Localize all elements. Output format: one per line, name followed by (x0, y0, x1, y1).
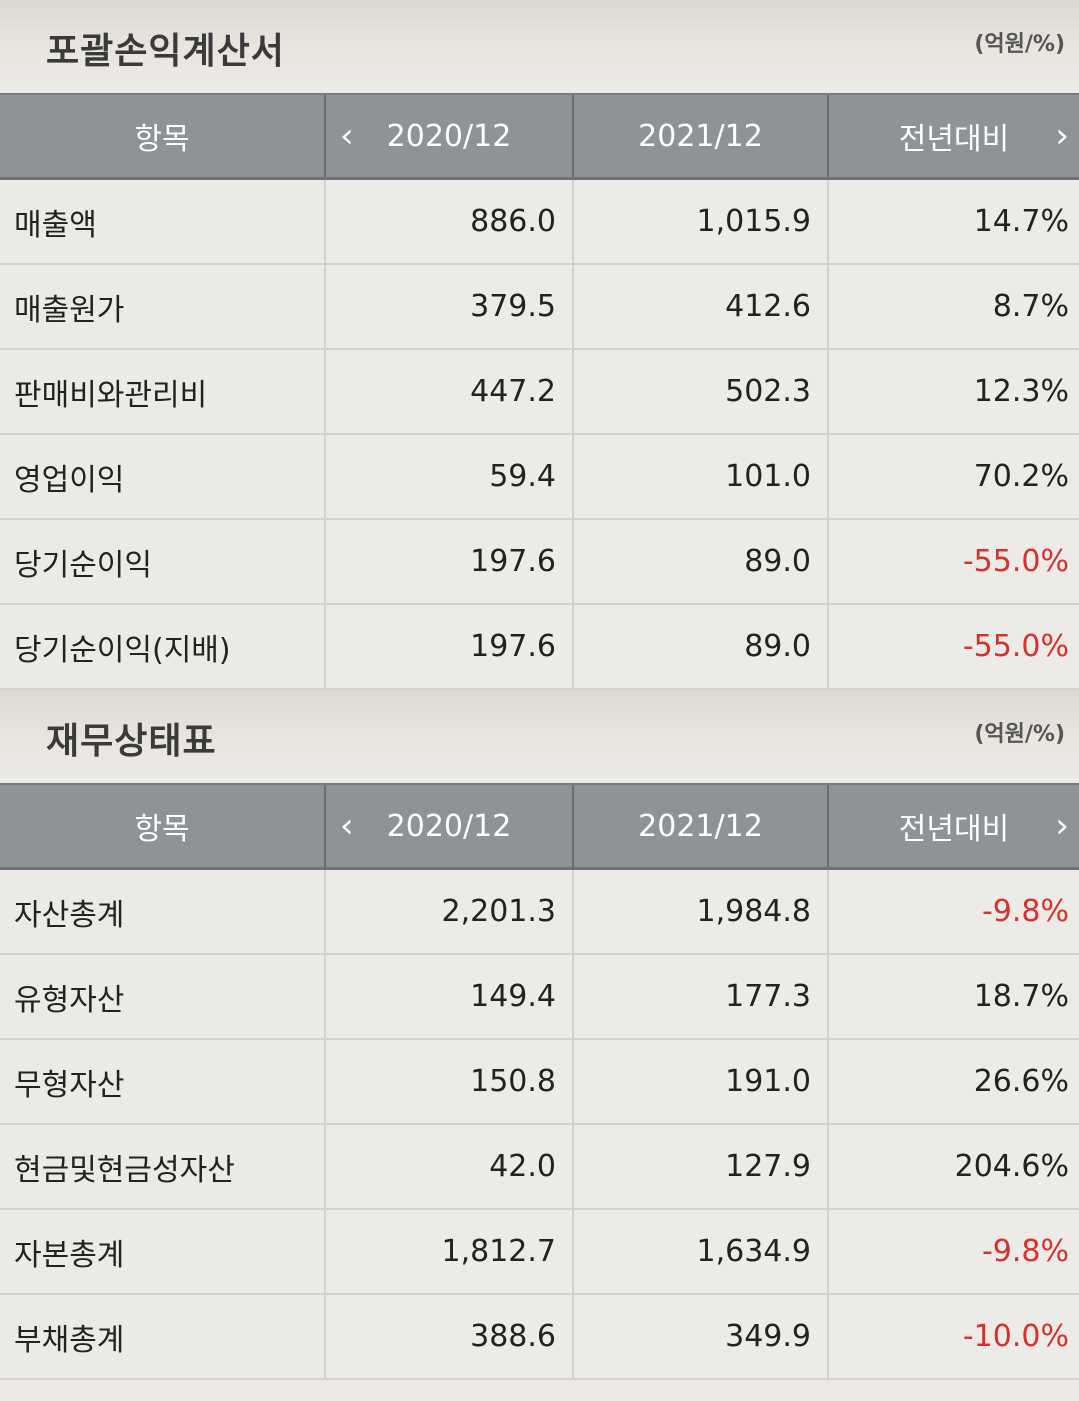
income-statement-body: 매출액 886.0 1,015.9 14.7% 매출원가 379.5 412.6 8.7% 판매… (0, 178, 1079, 690)
value-2021: 177.3 (572, 954, 828, 1040)
value-yoy: -55.0% (827, 604, 1079, 690)
row-label: 매출원가 (0, 264, 325, 350)
table-row: 당기순이익 197.6 89.0 -55.0% (0, 519, 1079, 605)
row-label: 부채총계 (0, 1294, 325, 1380)
header-2020: ‹ 2020/12 (324, 783, 573, 870)
header-2020-label: 2020/12 (386, 808, 512, 844)
value-yoy: 12.3% (827, 349, 1079, 435)
value-2021: 502.3 (572, 349, 828, 435)
table-row: 무형자산 150.8 191.0 26.6% (0, 1039, 1079, 1125)
value-2021: 349.9 (572, 1294, 828, 1380)
value-2021: 412.6 (572, 264, 828, 350)
value-yoy: -55.0% (827, 519, 1079, 605)
header-yoy-label: 전년대비 (898, 812, 1010, 847)
table-row: 판매비와관리비 447.2 502.3 12.3% (0, 349, 1079, 435)
chevron-left-icon[interactable]: ‹ (340, 806, 354, 846)
header-item: 항목 (0, 93, 325, 180)
balance-sheet-section: 재무상태표 (억원/%) 항목 ‹ 2020/12 2021/12 전년대비 ›… (0, 690, 1079, 1380)
table-row: 영업이익 59.4 101.0 70.2% (0, 434, 1079, 520)
value-2020: 886.0 (324, 178, 573, 265)
value-2021: 89.0 (572, 604, 828, 690)
value-yoy: 70.2% (827, 434, 1079, 520)
header-item: 항목 (0, 783, 325, 870)
value-2020: 1,812.7 (324, 1209, 573, 1295)
value-2020: 197.6 (324, 519, 573, 605)
header-2021: 2021/12 (572, 93, 828, 180)
value-yoy: 18.7% (827, 954, 1079, 1040)
value-2020: 447.2 (324, 349, 573, 435)
row-label: 유형자산 (0, 954, 325, 1040)
value-yoy: 26.6% (827, 1039, 1079, 1125)
table-row: 당기순이익(지배) 197.6 89.0 -55.0% (0, 604, 1079, 690)
value-2020: 59.4 (324, 434, 573, 520)
row-label: 자본총계 (0, 1209, 325, 1295)
header-2020: ‹ 2020/12 (324, 93, 573, 180)
value-yoy: 204.6% (827, 1124, 1079, 1210)
row-label: 무형자산 (0, 1039, 325, 1125)
header-2020-label: 2020/12 (386, 118, 512, 154)
value-2020: 2,201.3 (324, 868, 573, 955)
balance-sheet-body: 자산총계 2,201.3 1,984.8 -9.8% 유형자산 149.4 177.3 18.… (0, 868, 1079, 1380)
row-label: 판매비와관리비 (0, 349, 325, 435)
balance-sheet-table: 항목 ‹ 2020/12 2021/12 전년대비 › 자산총계 2,201.3 1… (0, 783, 1079, 1380)
chevron-right-icon[interactable]: › (1055, 806, 1069, 846)
balance-sheet-header: 재무상태표 (억원/%) (0, 690, 1079, 783)
section-title: 포괄손익계산서 (46, 31, 285, 72)
value-2020: 42.0 (324, 1124, 573, 1210)
table-row: 유형자산 149.4 177.3 18.7% (0, 954, 1079, 1040)
value-yoy: 8.7% (827, 264, 1079, 350)
value-2020: 379.5 (324, 264, 573, 350)
row-label: 매출액 (0, 178, 325, 265)
row-label: 현금및현금성자산 (0, 1124, 325, 1210)
chevron-left-icon[interactable]: ‹ (340, 116, 354, 156)
chevron-right-icon[interactable]: › (1055, 116, 1069, 156)
value-yoy: -9.8% (827, 868, 1079, 955)
table-row: 현금및현금성자산 42.0 127.9 204.6% (0, 1124, 1079, 1210)
row-label: 당기순이익 (0, 519, 325, 605)
unit-label: (억원/%) (974, 32, 1065, 57)
value-yoy: 14.7% (827, 178, 1079, 265)
value-2021: 1,015.9 (572, 178, 828, 265)
value-2020: 149.4 (324, 954, 573, 1040)
value-2020: 388.6 (324, 1294, 573, 1380)
value-2021: 127.9 (572, 1124, 828, 1210)
value-2021: 191.0 (572, 1039, 828, 1125)
row-label: 자산총계 (0, 868, 325, 955)
income-statement-header: 포괄손익계산서 (억원/%) (0, 0, 1079, 93)
row-label: 영업이익 (0, 434, 325, 520)
value-2020: 150.8 (324, 1039, 573, 1125)
section-title: 재무상태표 (46, 721, 217, 762)
table-row: 부채총계 388.6 349.9 -10.0% (0, 1294, 1079, 1380)
value-2021: 89.0 (572, 519, 828, 605)
value-yoy: -10.0% (827, 1294, 1079, 1380)
header-yoy-label: 전년대비 (898, 122, 1010, 157)
value-2021: 1,634.9 (572, 1209, 828, 1295)
row-label: 당기순이익(지배) (0, 604, 325, 690)
table-row: 매출원가 379.5 412.6 8.7% (0, 264, 1079, 350)
value-2020: 197.6 (324, 604, 573, 690)
header-yoy: 전년대비 › (827, 783, 1079, 870)
value-2021: 1,984.8 (572, 868, 828, 955)
table-header-row: 항목 ‹ 2020/12 2021/12 전년대비 › (0, 93, 1079, 180)
table-header-row: 항목 ‹ 2020/12 2021/12 전년대비 › (0, 783, 1079, 870)
value-2021: 101.0 (572, 434, 828, 520)
table-row: 자본총계 1,812.7 1,634.9 -9.8% (0, 1209, 1079, 1295)
table-row: 매출액 886.0 1,015.9 14.7% (0, 178, 1079, 265)
income-statement-table: 항목 ‹ 2020/12 2021/12 전년대비 › 매출액 886.0 1,01… (0, 93, 1079, 690)
table-row: 자산총계 2,201.3 1,984.8 -9.8% (0, 868, 1079, 955)
value-yoy: -9.8% (827, 1209, 1079, 1295)
income-statement-section: 포괄손익계산서 (억원/%) 항목 ‹ 2020/12 2021/12 전년대비… (0, 0, 1079, 690)
unit-label: (억원/%) (974, 722, 1065, 747)
header-2021: 2021/12 (572, 783, 828, 870)
header-yoy: 전년대비 › (827, 93, 1079, 180)
